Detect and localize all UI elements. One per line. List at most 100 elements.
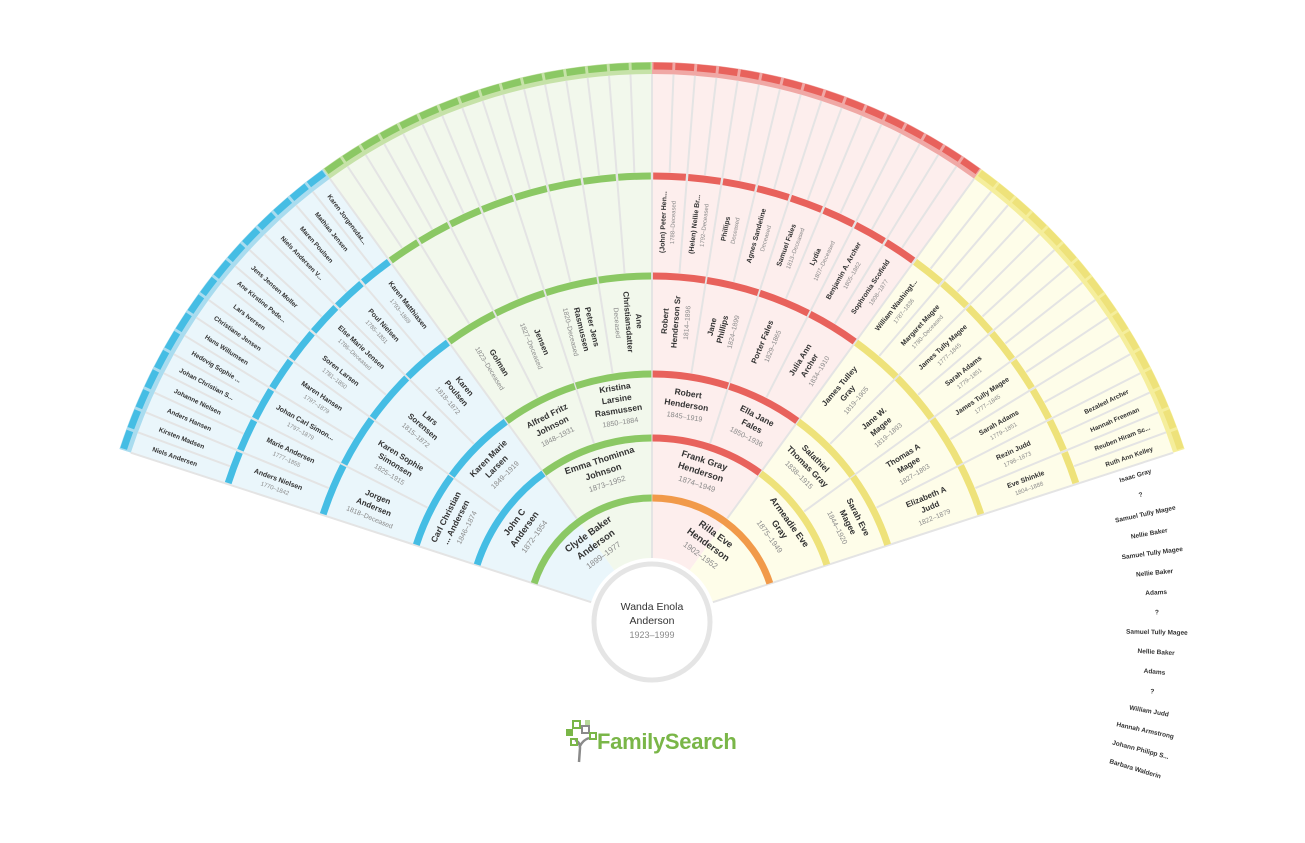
generation-arc xyxy=(494,289,546,317)
ancestor-name: Ane xyxy=(634,313,644,329)
slot-divider xyxy=(472,562,531,584)
ancestor-name: Robert xyxy=(660,308,671,335)
slot-divider xyxy=(503,417,543,471)
ancestor-g6-74[interactable]: Adams xyxy=(1143,668,1166,677)
generation-arc xyxy=(653,172,687,181)
slot-divider xyxy=(573,382,595,444)
generation-arc xyxy=(388,239,420,264)
generation-arc xyxy=(127,409,142,430)
ancestor-name: Samuel Tully Magee xyxy=(1121,546,1183,561)
generation-arc xyxy=(617,172,651,181)
generation-arc xyxy=(319,464,347,516)
generation-arc xyxy=(213,259,231,279)
ancestor-g6-75[interactable]: ? xyxy=(1150,688,1155,695)
generation-arc xyxy=(587,64,608,74)
slot-divider xyxy=(339,462,428,509)
slot-divider xyxy=(173,353,260,403)
slot-divider xyxy=(279,218,348,293)
slot-divider xyxy=(974,448,1069,489)
ancestor-g6-65[interactable]: ? xyxy=(1138,491,1144,499)
slot-divider xyxy=(250,416,341,464)
ancestor-name: Adams xyxy=(1143,668,1166,677)
generation-arc xyxy=(1099,294,1117,314)
generation-arc xyxy=(257,212,276,231)
ancestor-g6-66[interactable]: Samuel Tully Magee xyxy=(1115,504,1177,524)
generation-arc xyxy=(1154,389,1169,410)
slot-divider xyxy=(934,356,1017,418)
generation-arc xyxy=(844,97,865,112)
slot-divider xyxy=(358,279,426,357)
slot-divider xyxy=(383,143,433,230)
slot-divider xyxy=(981,249,1056,318)
slot-divider xyxy=(318,512,413,546)
ancestor-name: Nellie Baker xyxy=(1130,527,1168,541)
generation-arc xyxy=(989,330,1015,361)
slot-divider xyxy=(728,288,762,383)
ancestor-g5-16[interactable]: (John) Peter Hen... 1788–Deceased xyxy=(659,191,678,253)
ancestor-g6-78[interactable]: Johann Philipp S... xyxy=(1111,740,1169,762)
generation-arc xyxy=(718,66,739,77)
ancestor-g6-79[interactable]: Barbara Walderin xyxy=(1108,758,1161,780)
generation-arc xyxy=(850,474,891,546)
ancestor-name: Johann Philipp S... xyxy=(1111,740,1169,762)
ancestor-g6-67[interactable]: Nellie Baker xyxy=(1130,527,1168,541)
slot-divider xyxy=(545,184,572,282)
slot-divider xyxy=(446,220,494,311)
generation-arc xyxy=(687,173,722,185)
slot-divider xyxy=(856,257,918,340)
generation-arc xyxy=(1086,276,1104,297)
ancestor-g6-73[interactable]: Nellie Baker xyxy=(1137,648,1175,657)
slot-divider xyxy=(544,84,566,181)
slot-divider xyxy=(949,386,1037,440)
slot-divider xyxy=(1052,372,1141,419)
slot-divider xyxy=(1073,431,1167,468)
generation-arc xyxy=(1029,388,1052,421)
ancestor-g6-72[interactable]: Samuel Tully Magee xyxy=(1126,629,1188,637)
slot-divider xyxy=(416,237,470,325)
generation-arc xyxy=(473,470,546,566)
blue-quadrant-fill xyxy=(119,168,615,603)
generation-arc xyxy=(884,239,916,264)
ancestor-g6-77[interactable]: Hannah Armstrong xyxy=(1116,721,1175,740)
generation-arc xyxy=(853,222,886,245)
slot-divider xyxy=(969,233,1041,305)
red-outer-band xyxy=(652,62,982,179)
slot-divider xyxy=(1067,411,1159,451)
slot-divider xyxy=(943,204,1009,281)
ancestor-g6-76[interactable]: William Judd xyxy=(1129,705,1170,719)
generation-arc xyxy=(1011,197,1031,216)
ancestor-name: Kristina xyxy=(598,380,631,395)
slot-divider xyxy=(145,411,237,451)
ancestor-g6-64[interactable]: Isaac Gray xyxy=(1119,468,1153,484)
slot-divider xyxy=(478,205,519,300)
root-person[interactable]: Wanda Enola Anderson 1923–1999 xyxy=(591,561,713,683)
ancestor-g6-70[interactable]: Adams xyxy=(1145,589,1167,597)
slot-divider xyxy=(690,276,708,374)
slot-divider xyxy=(542,288,576,383)
ancestor-g6-68[interactable]: Samuel Tully Magee xyxy=(1121,546,1183,561)
familysearch-logo: FamilySearch xyxy=(563,718,753,764)
slot-divider xyxy=(461,107,498,201)
slot-divider xyxy=(785,205,826,300)
slot-divider xyxy=(481,100,514,195)
generation-arc xyxy=(1134,349,1150,370)
slot-divider xyxy=(901,165,958,249)
slot-divider xyxy=(876,462,965,509)
generation-arc xyxy=(135,389,150,410)
slot-divider xyxy=(1035,334,1120,388)
ancestor-g6-71[interactable]: ? xyxy=(1155,609,1159,616)
slot-divider xyxy=(1079,451,1174,484)
generation-arc xyxy=(154,349,170,370)
root-circle[interactable] xyxy=(591,561,713,683)
slot-divider xyxy=(565,80,583,178)
slot-divider xyxy=(368,415,449,475)
slot-divider xyxy=(412,543,474,565)
generation-arc xyxy=(418,222,451,245)
slot-divider xyxy=(346,165,403,249)
ancestor-g6-69[interactable]: Nellie Baker xyxy=(1136,568,1174,579)
generation-arc xyxy=(1043,227,1062,246)
